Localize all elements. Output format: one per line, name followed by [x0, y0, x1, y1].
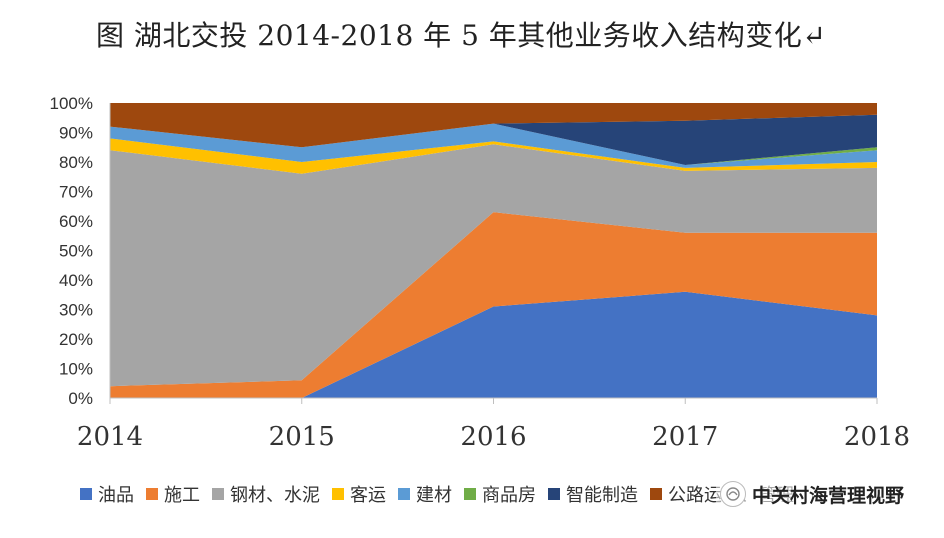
- area-series-2: [110, 144, 877, 387]
- area-series-4: [110, 123, 877, 168]
- y-tick-label: 70%: [59, 183, 93, 202]
- y-tick-label: 60%: [59, 212, 93, 231]
- x-tick-label: 2015: [269, 422, 335, 452]
- area-series-0: [110, 291, 877, 398]
- x-tick-label: 2017: [652, 422, 718, 452]
- area-series-1: [110, 212, 877, 398]
- legend-item: 建材: [398, 481, 452, 507]
- x-tick-label: 2018: [844, 422, 910, 452]
- legend-swatch: [146, 488, 158, 500]
- y-tick-label: 10%: [59, 360, 93, 379]
- chart-title: 图 湖北交投 2014-2018 年 5 年其他业务收入结构变化↵: [96, 19, 827, 52]
- legend-swatch: [464, 488, 476, 500]
- y-tick-label: 20%: [59, 330, 93, 349]
- legend-item: 钢材、水泥: [212, 481, 320, 507]
- wechat-channel-icon: [720, 481, 746, 507]
- legend-swatch: [650, 488, 662, 500]
- legend-item: 智能制造: [548, 481, 638, 507]
- area-series-7: [110, 103, 877, 148]
- legend-swatch: [398, 488, 410, 500]
- legend-swatch: [80, 488, 92, 500]
- y-tick-label: 90%: [59, 124, 93, 143]
- legend-swatch: [212, 488, 224, 500]
- legend-label: 智能制造: [566, 485, 638, 506]
- x-tick-label: 2016: [460, 422, 526, 452]
- y-tick-label: 100%: [50, 94, 93, 113]
- legend-swatch: [548, 488, 560, 500]
- legend-label: 施工: [164, 485, 200, 506]
- legend-item: 油品: [80, 481, 134, 507]
- x-tick-label: 2014: [77, 422, 143, 452]
- legend-label: 油品: [98, 485, 134, 506]
- legend-label: 客运: [350, 485, 386, 506]
- legend-swatch: [332, 488, 344, 500]
- area-series-3: [110, 138, 877, 174]
- y-tick-label: 80%: [59, 153, 93, 172]
- legend-item: 客运: [332, 481, 386, 507]
- legend-item: 商品房: [464, 481, 536, 507]
- legend-label: 钢材、水泥: [230, 485, 320, 506]
- area-series-6: [110, 114, 877, 165]
- y-tick-label: 0%: [68, 389, 93, 408]
- legend-label: 建材: [416, 485, 452, 506]
- legend-label: 商品房: [482, 485, 536, 506]
- watermark: 中关村海营理视野: [716, 480, 911, 508]
- legend-item: 施工: [146, 481, 200, 507]
- watermark-text: 中关村海营理视野: [752, 484, 905, 507]
- y-tick-label: 50%: [59, 242, 93, 261]
- y-tick-label: 30%: [59, 301, 93, 320]
- y-tick-label: 40%: [59, 271, 93, 290]
